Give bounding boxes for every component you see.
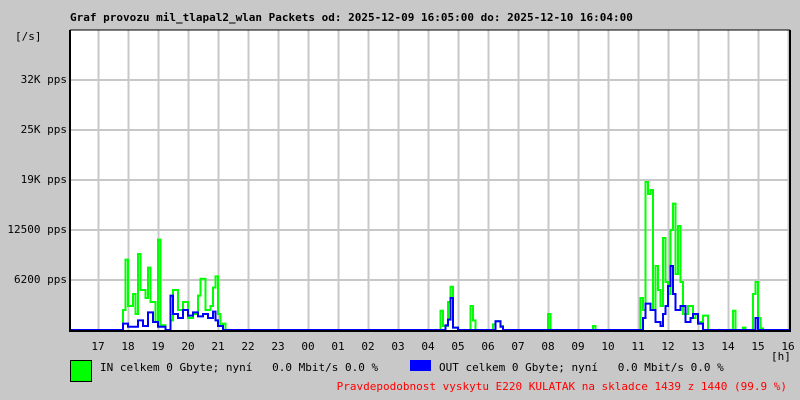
x-tick-label: 18 — [121, 340, 135, 353]
y-tick-label: 6200 pps — [14, 273, 67, 286]
x-tick-label: 19 — [151, 340, 165, 353]
y-tick-label: 12500 pps — [7, 223, 67, 236]
legend-in-text: IN celkem 0 Gbyte; nyní 0.0 Mbit/s 0.0 % — [100, 361, 379, 374]
footer-note: Pravdepodobnost vyskytu E220 KULATAK na … — [336, 380, 787, 393]
x-axis-unit: [h] — [771, 350, 791, 363]
x-tick-label: 07 — [511, 340, 525, 353]
x-tick-label: 22 — [241, 340, 255, 353]
legend-out-swatch — [410, 360, 431, 371]
x-tick-label: 08 — [541, 340, 555, 353]
x-tick-label: 14 — [721, 340, 735, 353]
x-tick-label: 09 — [571, 340, 585, 353]
legend-out-text: OUT celkem 0 Gbyte; nyní 0.0 Mbit/s 0.0 … — [439, 361, 724, 374]
y-tick-label: 32K pps — [20, 73, 67, 86]
x-tick-label: 15 — [751, 340, 765, 353]
x-tick-label: 01 — [331, 340, 345, 353]
x-tick-label: 11 — [631, 340, 645, 353]
x-tick-label: 10 — [601, 340, 615, 353]
x-tick-label: 16 — [781, 340, 795, 353]
chart-title: Graf provozu mil_tlapal2_wlan Packets od… — [70, 11, 633, 24]
x-tick-label: 04 — [421, 340, 435, 353]
x-tick-label: 13 — [691, 340, 705, 353]
legend-in-swatch — [70, 360, 92, 382]
x-tick-label: 12 — [661, 340, 675, 353]
x-tick-label: 21 — [211, 340, 225, 353]
x-tick-label: 03 — [391, 340, 405, 353]
x-tick-label: 06 — [481, 340, 495, 353]
y-axis-unit: [/s] — [15, 30, 42, 43]
x-tick-label: 05 — [451, 340, 465, 353]
y-tick-label: 19K pps — [20, 173, 67, 186]
y-tick-label: 25K pps — [20, 123, 67, 136]
x-tick-label: 17 — [91, 340, 105, 353]
x-tick-label: 02 — [361, 340, 375, 353]
x-tick-label: 00 — [301, 340, 315, 353]
x-tick-label: 20 — [181, 340, 195, 353]
x-tick-label: 23 — [271, 340, 285, 353]
